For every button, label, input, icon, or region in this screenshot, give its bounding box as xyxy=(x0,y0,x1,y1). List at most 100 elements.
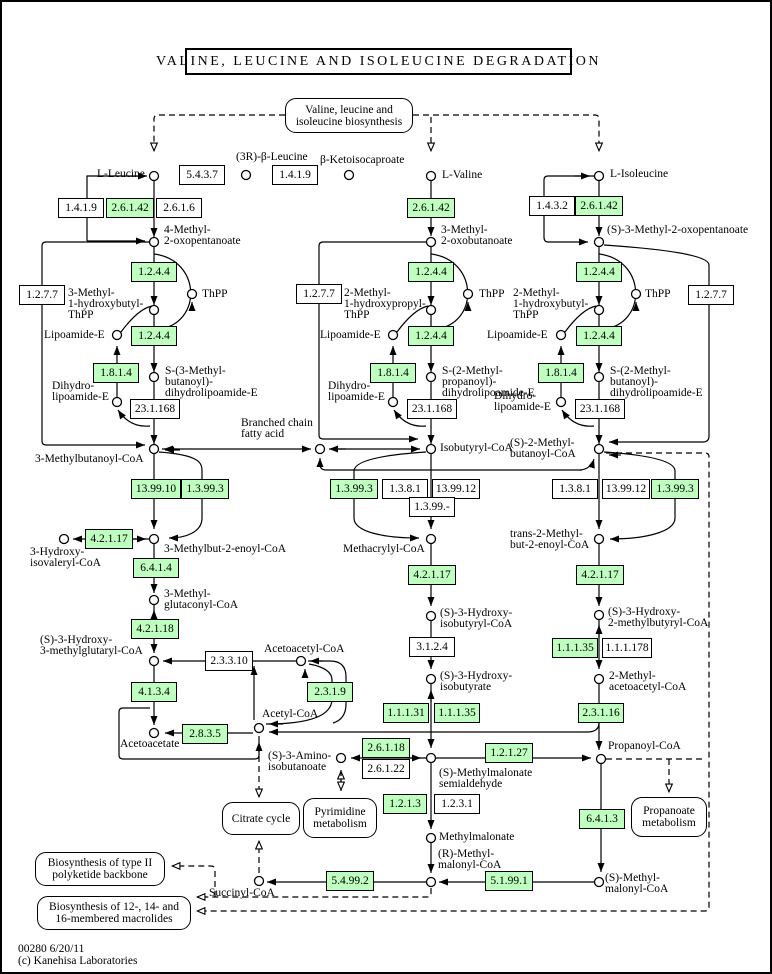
enzyme-box-1.1.1.178[interactable]: 1.1.1.178 xyxy=(602,638,652,658)
compound-s-3-hydroxy-isobutyrate[interactable] xyxy=(425,673,437,685)
compound-thpp-leucine[interactable] xyxy=(186,288,198,300)
compound-methylmalonate[interactable] xyxy=(425,832,437,844)
enzyme-box-1.8.1.4[interactable]: 1.8.1.4 xyxy=(370,363,416,383)
enzyme-box-1.3.99.-[interactable]: 1.3.99.- xyxy=(409,497,455,517)
compound-thpp-valine[interactable] xyxy=(462,288,474,300)
compound-2-methyl-acetoacetyl-coa[interactable] xyxy=(593,673,605,685)
compound-trans-2-methyl-but-2-enoyl-coa[interactable] xyxy=(593,533,605,545)
compound-dihydrolipoamide-e-isoleucine[interactable] xyxy=(555,396,567,408)
compound-propanoyl-coa[interactable] xyxy=(595,753,607,765)
enzyme-box-23.1.168[interactable]: 23.1.168 xyxy=(130,399,180,419)
enzyme-box-1.2.4.4[interactable]: 1.2.4.4 xyxy=(408,262,454,282)
compound-3-methylbut-2-enoyl-coa[interactable] xyxy=(148,533,160,545)
enzyme-box-13.99.10[interactable]: 13.99.10 xyxy=(131,479,181,499)
enzyme-box-1.3.99.3[interactable]: 1.3.99.3 xyxy=(330,479,378,499)
enzyme-box-1.3.99.3[interactable]: 1.3.99.3 xyxy=(181,479,229,499)
enzyme-box-2.6.1.42[interactable]: 2.6.1.42 xyxy=(106,198,154,218)
enzyme-box-13.99.12[interactable]: 13.99.12 xyxy=(602,479,650,499)
pathway-link-citrate-cycle[interactable]: Citrate cycle xyxy=(222,802,300,835)
compound-l-valine[interactable] xyxy=(425,170,437,182)
compound-3-methyl-1-hydroxybutyl-thpp[interactable] xyxy=(148,304,160,316)
compound-lipoamide-e-leucine[interactable] xyxy=(111,329,123,341)
enzyme-box-1.8.1.4[interactable]: 1.8.1.4 xyxy=(538,363,584,383)
enzyme-box-4.2.1.18[interactable]: 4.2.1.18 xyxy=(131,619,179,639)
compound-2-methyl-1-hydroxypropyl-thpp[interactable] xyxy=(425,304,437,316)
enzyme-box-4.2.1.17[interactable]: 4.2.1.17 xyxy=(408,565,456,585)
compound-methacrylyl-coa[interactable] xyxy=(425,533,437,545)
enzyme-box-6.4.1.3[interactable]: 6.4.1.3 xyxy=(579,809,625,829)
compound-s-methylmalonate-semialdehyde[interactable] xyxy=(425,752,437,764)
enzyme-box-1.2.4.4[interactable]: 1.2.4.4 xyxy=(131,326,177,346)
enzyme-box-4.2.1.17[interactable]: 4.2.1.17 xyxy=(85,529,133,549)
enzyme-box-4.2.1.17[interactable]: 4.2.1.17 xyxy=(576,565,624,585)
enzyme-box-23.1.168[interactable]: 23.1.168 xyxy=(407,399,457,419)
compound-3r-beta-leucine[interactable] xyxy=(240,169,252,181)
enzyme-box-5.1.99.1[interactable]: 5.1.99.1 xyxy=(485,871,533,891)
enzyme-box-1.4.1.9[interactable]: 1.4.1.9 xyxy=(272,165,318,185)
compound-thpp-isoleucine[interactable] xyxy=(630,288,642,300)
enzyme-box-2.6.1.18[interactable]: 2.6.1.18 xyxy=(362,738,410,758)
compound-l-leucine[interactable] xyxy=(148,170,160,182)
enzyme-box-1.2.1.3[interactable]: 1.2.1.3 xyxy=(383,794,427,814)
enzyme-box-1.8.1.4[interactable]: 1.8.1.4 xyxy=(93,363,139,383)
compound-dihydrolipoamide-e-leucine[interactable] xyxy=(111,396,123,408)
compound-acetoacetyl-coa[interactable] xyxy=(295,655,307,667)
pathway-link-biosynthesis-type-ii-polyketide-backbone[interactable]: Biosynthesis of type II polyketide backbo… xyxy=(35,852,165,886)
compound-isobutyryl-coa[interactable] xyxy=(425,443,437,455)
compound-dihydrolipoamide-e-valine[interactable] xyxy=(387,396,399,408)
pathway-link-pyrimidine-metabolism[interactable]: Pyrimidine metabolism xyxy=(303,798,377,838)
compound-s-3-hydroxy-isobutyryl-coa[interactable] xyxy=(425,610,437,622)
compound-3-methyl-2-oxobutanoate[interactable] xyxy=(425,236,437,248)
compound-3-hydroxy-isovaleryl-coa[interactable] xyxy=(58,533,70,545)
enzyme-box-1.2.4.4[interactable]: 1.2.4.4 xyxy=(576,326,622,346)
enzyme-box-1.1.1.35[interactable]: 1.1.1.35 xyxy=(434,703,480,723)
compound-succinyl-coa[interactable] xyxy=(253,875,265,887)
compound-l-isoleucine[interactable] xyxy=(593,170,605,182)
enzyme-box-5.4.3.7[interactable]: 5.4.3.7 xyxy=(179,165,225,185)
enzyme-box-1.1.1.31[interactable]: 1.1.1.31 xyxy=(383,703,429,723)
compound-3-methylbutanoyl-coa[interactable] xyxy=(148,443,160,455)
enzyme-box-1.4.1.9[interactable]: 1.4.1.9 xyxy=(58,198,104,218)
compound-lipoamide-e-valine[interactable] xyxy=(387,329,399,341)
compound-acetoacetate[interactable] xyxy=(148,727,160,739)
compound-s-3-methyl-2-oxopentanoate[interactable] xyxy=(593,236,605,248)
compound-3-methyl-glutaconyl-coa[interactable] xyxy=(148,594,160,606)
pathway-link-valine-leucine-isoleucine-biosynthesis[interactable]: Valine, leucine and isoleucine biosynthes… xyxy=(285,98,413,133)
enzyme-box-3.1.2.4[interactable]: 3.1.2.4 xyxy=(409,637,455,657)
enzyme-box-6.4.1.4[interactable]: 6.4.1.4 xyxy=(133,558,179,578)
enzyme-box-1.2.7.7[interactable]: 1.2.7.7 xyxy=(688,285,734,305)
enzyme-box-1.3.8.1[interactable]: 1.3.8.1 xyxy=(382,479,428,499)
enzyme-box-4.1.3.4[interactable]: 4.1.3.4 xyxy=(131,682,177,702)
enzyme-box-1.3.99.3[interactable]: 1.3.99.3 xyxy=(651,479,699,499)
enzyme-box-1.2.4.4[interactable]: 1.2.4.4 xyxy=(408,326,454,346)
enzyme-box-1.2.7.7[interactable]: 1.2.7.7 xyxy=(296,284,342,304)
enzyme-box-2.6.1.42[interactable]: 2.6.1.42 xyxy=(407,198,455,218)
enzyme-box-1.2.3.1[interactable]: 1.2.3.1 xyxy=(434,794,480,814)
pathway-link-biosynthesis-macrolides[interactable]: Biosynthesis of 12-, 14- and 16-membered … xyxy=(37,896,191,930)
compound-acetyl-coa[interactable] xyxy=(253,722,265,734)
enzyme-box-13.99.12[interactable]: 13.99.12 xyxy=(432,479,480,499)
enzyme-box-1.1.1.35[interactable]: 1.1.1.35 xyxy=(552,638,598,658)
pathway-link-propanoate-metabolism[interactable]: Propanoate metabolism xyxy=(631,797,707,837)
compound-r-methyl-malonyl-coa[interactable] xyxy=(425,876,437,888)
compound-s-2-methyl-butanoyl-coa[interactable] xyxy=(593,443,605,455)
enzyme-box-2.6.1.22[interactable]: 2.6.1.22 xyxy=(362,759,410,779)
compound-s-3-hydroxy-2-methylbutyryl-coa[interactable] xyxy=(593,609,605,621)
enzyme-box-1.2.1.27[interactable]: 1.2.1.27 xyxy=(485,743,533,763)
compound-4-methyl-2-oxopentanoate[interactable] xyxy=(148,236,160,248)
compound-beta-ketoisocaproate[interactable] xyxy=(343,169,355,181)
compound-branched-chain-fatty-acid[interactable] xyxy=(314,443,326,455)
compound-s-2-methylbutanoyl-dihydrolipoamide-e[interactable] xyxy=(593,371,605,383)
enzyme-box-5.4.99.2[interactable]: 5.4.99.2 xyxy=(326,871,374,891)
enzyme-box-1.4.3.2[interactable]: 1.4.3.2 xyxy=(529,196,575,216)
enzyme-box-1.2.4.4[interactable]: 1.2.4.4 xyxy=(576,262,622,282)
enzyme-box-2.3.1.9[interactable]: 2.3.1.9 xyxy=(307,682,353,702)
enzyme-box-2.3.1.16[interactable]: 2.3.1.16 xyxy=(578,703,624,723)
enzyme-box-1.2.4.4[interactable]: 1.2.4.4 xyxy=(131,262,177,282)
enzyme-box-2.6.1.42[interactable]: 2.6.1.42 xyxy=(575,196,623,216)
enzyme-box-1.2.7.7[interactable]: 1.2.7.7 xyxy=(19,285,65,305)
compound-s-3-methylbutanoyl-dihydrolipoamide-e[interactable] xyxy=(148,371,160,383)
compound-s-2-methylpropanoyl-dihydrolipoamide-e[interactable] xyxy=(425,371,437,383)
compound-lipoamide-e-isoleucine[interactable] xyxy=(555,329,567,341)
enzyme-box-1.3.8.1[interactable]: 1.3.8.1 xyxy=(552,479,598,499)
